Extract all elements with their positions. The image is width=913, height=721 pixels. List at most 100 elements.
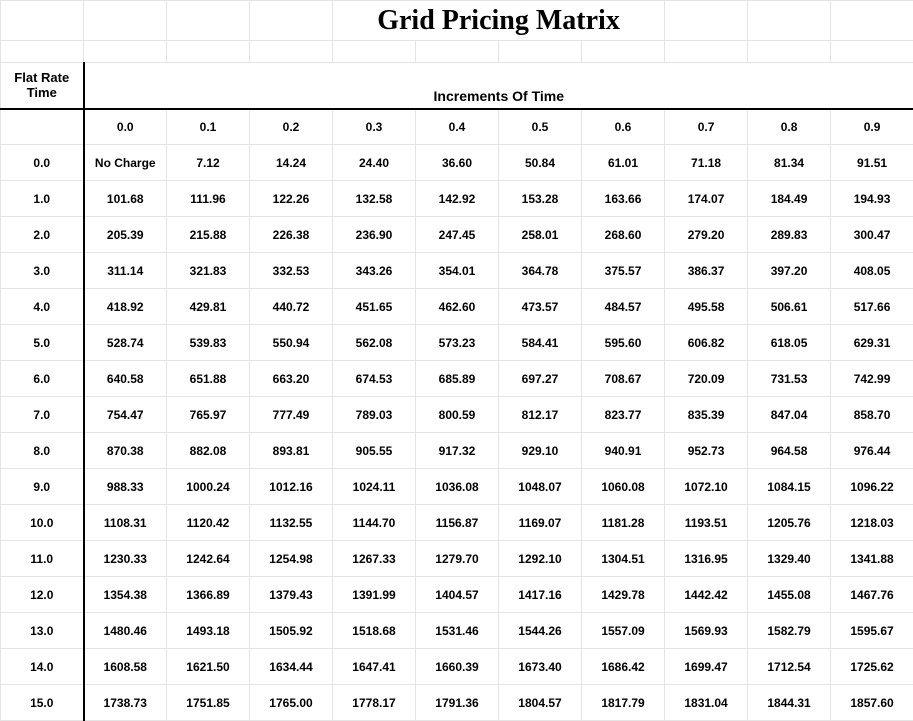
price-cell: 61.01 bbox=[582, 145, 665, 181]
increments-of-time-label: Increments Of Time bbox=[84, 63, 913, 109]
price-cell: 1096.22 bbox=[831, 469, 913, 505]
price-cell: 364.78 bbox=[499, 253, 582, 289]
price-cell: 279.20 bbox=[665, 217, 748, 253]
price-cell: 101.68 bbox=[84, 181, 167, 217]
price-cell: 812.17 bbox=[499, 397, 582, 433]
price-cell: 988.33 bbox=[84, 469, 167, 505]
price-cell: 1699.47 bbox=[665, 649, 748, 685]
price-cell: 122.26 bbox=[250, 181, 333, 217]
price-cell: 1531.46 bbox=[416, 613, 499, 649]
price-cell: 7.12 bbox=[167, 145, 250, 181]
price-cell: 1505.92 bbox=[250, 613, 333, 649]
price-cell: 697.27 bbox=[499, 361, 582, 397]
price-cell: 343.26 bbox=[333, 253, 416, 289]
price-cell: 205.39 bbox=[84, 217, 167, 253]
price-cell: 495.58 bbox=[665, 289, 748, 325]
price-cell: 408.05 bbox=[831, 253, 913, 289]
price-cell: 247.45 bbox=[416, 217, 499, 253]
col-header: 0.6 bbox=[582, 109, 665, 145]
price-cell: 1024.11 bbox=[333, 469, 416, 505]
table-row: 2.0205.39215.88226.38236.90247.45258.012… bbox=[1, 217, 913, 253]
price-cell: 1304.51 bbox=[582, 541, 665, 577]
price-cell: 1804.57 bbox=[499, 685, 582, 721]
col-header: 0.5 bbox=[499, 109, 582, 145]
price-cell: 1725.62 bbox=[831, 649, 913, 685]
row-header: 8.0 bbox=[1, 433, 84, 469]
price-cell: 258.01 bbox=[499, 217, 582, 253]
price-cell: 1012.16 bbox=[250, 469, 333, 505]
column-header-row: 0.0 0.1 0.2 0.3 0.4 0.5 0.6 0.7 0.8 0.9 bbox=[1, 109, 913, 145]
price-cell: 1316.95 bbox=[665, 541, 748, 577]
table-row: 13.01480.461493.181505.921518.681531.461… bbox=[1, 613, 913, 649]
price-cell: 1108.31 bbox=[84, 505, 167, 541]
price-cell: 1634.44 bbox=[250, 649, 333, 685]
price-cell: 1429.78 bbox=[582, 577, 665, 613]
price-cell: 1242.64 bbox=[167, 541, 250, 577]
table-row: 11.01230.331242.641254.981267.331279.701… bbox=[1, 541, 913, 577]
table-row: 12.01354.381366.891379.431391.991404.571… bbox=[1, 577, 913, 613]
table-row: 4.0418.92429.81440.72451.65462.60473.574… bbox=[1, 289, 913, 325]
flat-rate-line2: Time bbox=[27, 85, 57, 100]
price-cell: 674.53 bbox=[333, 361, 416, 397]
price-cell: 1621.50 bbox=[167, 649, 250, 685]
price-cell: 1647.41 bbox=[333, 649, 416, 685]
price-cell: 462.60 bbox=[416, 289, 499, 325]
price-cell: 1791.36 bbox=[416, 685, 499, 721]
price-cell: 1366.89 bbox=[167, 577, 250, 613]
col-header: 0.7 bbox=[665, 109, 748, 145]
table-row: 10.01108.311120.421132.551144.701156.871… bbox=[1, 505, 913, 541]
price-cell: 640.58 bbox=[84, 361, 167, 397]
price-cell: 1060.08 bbox=[582, 469, 665, 505]
price-cell: 528.74 bbox=[84, 325, 167, 361]
price-cell: 870.38 bbox=[84, 433, 167, 469]
price-cell: 1048.07 bbox=[499, 469, 582, 505]
price-cell: 50.84 bbox=[499, 145, 582, 181]
price-cell: 163.66 bbox=[582, 181, 665, 217]
price-cell: 1254.98 bbox=[250, 541, 333, 577]
price-cell: 1084.15 bbox=[748, 469, 831, 505]
price-cell: 800.59 bbox=[416, 397, 499, 433]
price-cell: 226.38 bbox=[250, 217, 333, 253]
price-cell: 606.82 bbox=[665, 325, 748, 361]
price-cell: 36.60 bbox=[416, 145, 499, 181]
price-cell: 174.07 bbox=[665, 181, 748, 217]
price-cell: 194.93 bbox=[831, 181, 913, 217]
blank-cell bbox=[748, 1, 831, 41]
price-cell: 858.70 bbox=[831, 397, 913, 433]
price-cell: 24.40 bbox=[333, 145, 416, 181]
price-cell: 539.83 bbox=[167, 325, 250, 361]
row-header: 6.0 bbox=[1, 361, 84, 397]
price-cell: 1544.26 bbox=[499, 613, 582, 649]
price-cell: 929.10 bbox=[499, 433, 582, 469]
price-cell: 484.57 bbox=[582, 289, 665, 325]
col-header: 0.1 bbox=[167, 109, 250, 145]
price-cell: 1817.79 bbox=[582, 685, 665, 721]
price-cell: 81.34 bbox=[748, 145, 831, 181]
price-cell: 789.03 bbox=[333, 397, 416, 433]
price-cell: 765.97 bbox=[167, 397, 250, 433]
blank-cell bbox=[665, 1, 748, 41]
table-row: 9.0988.331000.241012.161024.111036.08104… bbox=[1, 469, 913, 505]
price-cell: 882.08 bbox=[167, 433, 250, 469]
price-cell: 132.58 bbox=[333, 181, 416, 217]
page-title: Grid Pricing Matrix bbox=[333, 1, 665, 41]
title-row: Grid Pricing Matrix bbox=[1, 1, 913, 41]
row-header: 10.0 bbox=[1, 505, 84, 541]
price-cell: 397.20 bbox=[748, 253, 831, 289]
blank-cell bbox=[84, 1, 167, 41]
price-cell: 663.20 bbox=[250, 361, 333, 397]
price-cell: 91.51 bbox=[831, 145, 913, 181]
row-header: 2.0 bbox=[1, 217, 84, 253]
price-cell: 754.47 bbox=[84, 397, 167, 433]
col-header: 0.2 bbox=[250, 109, 333, 145]
price-cell: 1608.58 bbox=[84, 649, 167, 685]
col-header: 0.0 bbox=[84, 109, 167, 145]
price-cell: 847.04 bbox=[748, 397, 831, 433]
price-cell: 1072.10 bbox=[665, 469, 748, 505]
price-cell: 1518.68 bbox=[333, 613, 416, 649]
price-cell: 823.77 bbox=[582, 397, 665, 433]
price-cell: 153.28 bbox=[499, 181, 582, 217]
row-header: 9.0 bbox=[1, 469, 84, 505]
price-cell: 354.01 bbox=[416, 253, 499, 289]
table-row: 1.0101.68111.96122.26132.58142.92153.281… bbox=[1, 181, 913, 217]
